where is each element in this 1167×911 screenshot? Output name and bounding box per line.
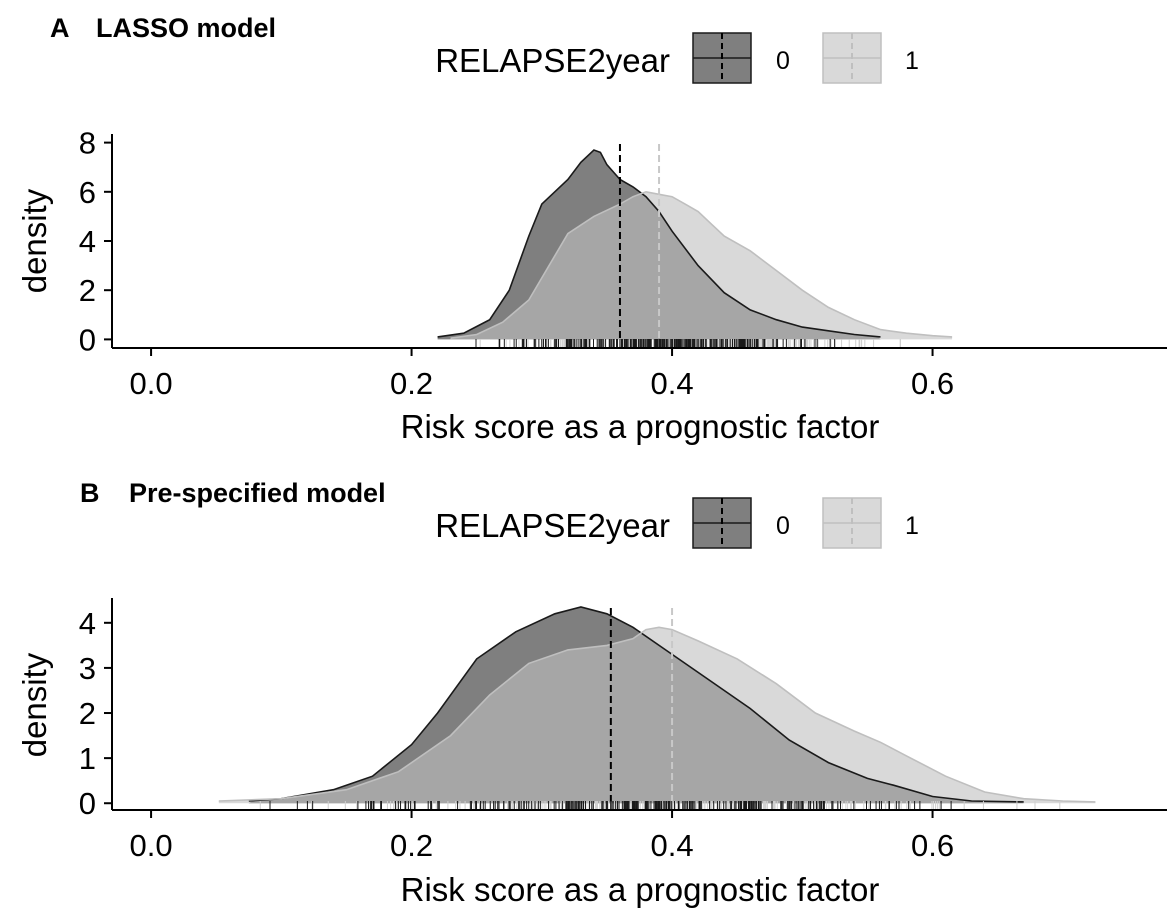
legend-label-0: 0: [776, 512, 790, 540]
legend: RELAPSE2year 0 1: [435, 497, 919, 549]
x-ticks: 0.0 0.2 0.4 0.6: [130, 810, 954, 863]
legend-key-0: [692, 32, 752, 84]
y-tick-label: 0: [79, 322, 96, 357]
legend-key-1: [822, 32, 882, 84]
legend-key-0: [692, 497, 752, 549]
x-tick-label: 0.0: [130, 366, 173, 401]
x-tick-label: 0.2: [390, 828, 433, 863]
x-tick-label: 0.0: [130, 828, 173, 863]
x-ticks: 0.0 0.2 0.4 0.6: [130, 348, 954, 401]
y-axis-label: density: [16, 652, 53, 757]
x-axis-label: Risk score as a prognostic factor: [401, 871, 880, 908]
y-axis-label: density: [16, 188, 53, 293]
x-axis-label: Risk score as a prognostic factor: [401, 408, 880, 445]
density-areas: [218, 606, 1096, 804]
density-line-0: [248, 606, 1024, 803]
density-line-1: [218, 626, 1096, 803]
plot-area: [437, 144, 953, 347]
y-tick-label: 2: [79, 273, 96, 308]
density-areas: [437, 149, 953, 340]
legend-key-1: [822, 497, 882, 549]
plot-area: [218, 606, 1096, 809]
y-ticks: 0 1 2 3 4: [79, 606, 112, 821]
legend-title: RELAPSE2year: [435, 42, 670, 79]
y-ticks: 0 2 4 6 8: [79, 126, 112, 357]
y-tick-label: 1: [79, 741, 96, 776]
legend-title: RELAPSE2year: [435, 507, 670, 544]
x-tick-label: 0.4: [651, 366, 694, 401]
x-tick-label: 0.6: [911, 828, 954, 863]
y-tick-label: 6: [79, 175, 96, 210]
panel-tag: A: [50, 13, 70, 43]
density-overlap: [450, 193, 881, 340]
density-line-1: [450, 190, 953, 339]
legend: RELAPSE2year 0 1: [435, 32, 919, 84]
y-tick-label: 0: [79, 786, 96, 821]
x-tick-label: 0.6: [911, 366, 954, 401]
panel-lasso: A LASSO model RELAPSE2year 0 1 0 2 4 6 8: [16, 13, 1167, 445]
y-tick-label: 4: [79, 606, 96, 641]
panel-title: Pre-specified model: [129, 478, 386, 508]
legend-label-1: 1: [905, 47, 919, 75]
legend-label-1: 1: [905, 512, 919, 540]
panel-tag: B: [80, 478, 100, 508]
density-overlap: [248, 633, 1024, 804]
rug: [259, 801, 1061, 809]
y-tick-label: 2: [79, 696, 96, 731]
legend-label-0: 0: [776, 47, 790, 75]
x-tick-label: 0.2: [390, 366, 433, 401]
y-tick-label: 4: [79, 224, 96, 259]
rug: [475, 339, 902, 347]
panel-title: LASSO model: [96, 13, 276, 43]
x-tick-label: 0.4: [651, 828, 694, 863]
y-tick-label: 8: [79, 126, 96, 161]
panel-prespecified: B Pre-specified model RELAPSE2year 0 1: [16, 478, 1167, 908]
y-tick-label: 3: [79, 651, 96, 686]
